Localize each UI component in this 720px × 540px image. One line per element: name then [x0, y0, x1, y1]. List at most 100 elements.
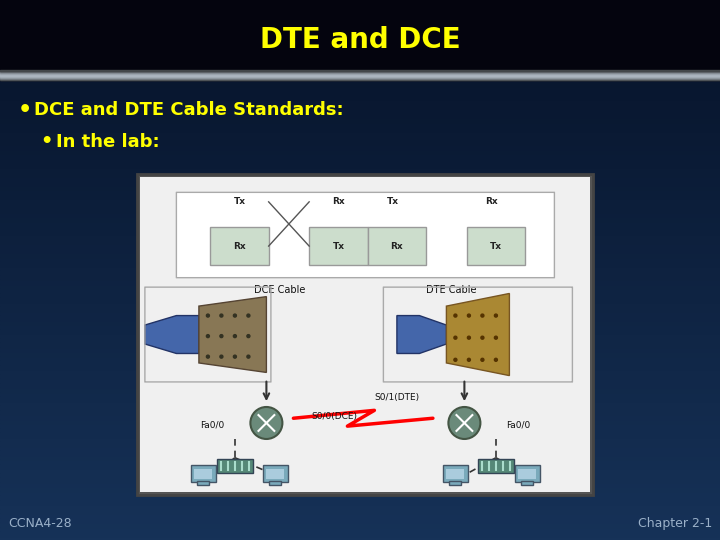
Circle shape: [220, 314, 223, 317]
Bar: [0, 131, 720, 135]
FancyBboxPatch shape: [443, 465, 468, 482]
Bar: [0, 36, 720, 40]
Bar: [0, 328, 720, 333]
Circle shape: [207, 335, 210, 338]
Bar: [518, 469, 536, 478]
Circle shape: [207, 355, 210, 358]
Bar: [521, 481, 534, 484]
Bar: [0, 261, 720, 266]
Bar: [0, 378, 720, 382]
Bar: [0, 9, 720, 14]
Bar: [0, 63, 720, 68]
Bar: [0, 355, 720, 360]
FancyBboxPatch shape: [368, 227, 426, 265]
Circle shape: [207, 314, 210, 317]
Bar: [0, 31, 720, 36]
Text: DTE and DCE: DTE and DCE: [260, 26, 460, 54]
Bar: [0, 306, 720, 310]
Bar: [0, 495, 720, 500]
Bar: [0, 432, 720, 436]
Bar: [0, 360, 720, 364]
Bar: [0, 392, 720, 396]
Bar: [0, 77, 720, 81]
Text: •: •: [18, 100, 32, 120]
FancyBboxPatch shape: [217, 458, 253, 472]
Bar: [0, 162, 720, 166]
FancyBboxPatch shape: [191, 465, 216, 482]
Text: Rx: Rx: [485, 197, 498, 206]
Bar: [0, 463, 720, 468]
Polygon shape: [199, 296, 266, 373]
Bar: [0, 230, 720, 234]
Bar: [0, 310, 720, 315]
Bar: [0, 207, 720, 212]
FancyBboxPatch shape: [478, 458, 514, 472]
Bar: [0, 225, 720, 229]
Circle shape: [467, 314, 470, 317]
Bar: [0, 423, 720, 428]
Text: S0/1(DTE): S0/1(DTE): [374, 393, 420, 402]
Text: Rx: Rx: [390, 241, 403, 251]
Bar: [0, 455, 720, 459]
Bar: [0, 40, 720, 45]
Bar: [0, 531, 720, 536]
FancyBboxPatch shape: [263, 465, 288, 482]
Bar: [0, 446, 720, 450]
Circle shape: [467, 359, 470, 361]
Bar: [0, 23, 720, 27]
Bar: [0, 58, 720, 63]
Text: Tx: Tx: [233, 197, 246, 206]
Bar: [0, 104, 720, 108]
Bar: [0, 504, 720, 509]
Bar: [0, 122, 720, 126]
Bar: [0, 139, 720, 144]
Circle shape: [454, 336, 457, 339]
Circle shape: [495, 336, 498, 339]
Bar: [0, 176, 720, 180]
Bar: [0, 0, 720, 4]
Bar: [449, 481, 462, 484]
Bar: [0, 315, 720, 320]
Circle shape: [495, 314, 498, 317]
Bar: [0, 459, 720, 463]
Bar: [0, 270, 720, 274]
Text: DCE Cable: DCE Cable: [254, 285, 305, 295]
Circle shape: [247, 355, 250, 358]
Text: Rx: Rx: [233, 241, 246, 251]
Circle shape: [247, 314, 250, 317]
Bar: [0, 45, 720, 50]
Bar: [138, 173, 593, 496]
Bar: [0, 522, 720, 526]
Circle shape: [481, 314, 484, 317]
Bar: [0, 351, 720, 355]
Bar: [0, 18, 720, 23]
Bar: [0, 117, 720, 122]
Text: Fa0/0: Fa0/0: [200, 420, 225, 429]
Bar: [0, 256, 720, 261]
Bar: [0, 135, 720, 139]
Bar: [0, 81, 720, 85]
Bar: [0, 428, 720, 432]
Bar: [0, 99, 720, 104]
Text: Tx: Tx: [490, 241, 502, 251]
Bar: [0, 500, 720, 504]
Circle shape: [454, 359, 457, 361]
Bar: [0, 14, 720, 18]
Text: •: •: [40, 132, 53, 151]
Bar: [0, 297, 720, 301]
Bar: [0, 216, 720, 220]
Bar: [0, 333, 720, 338]
Bar: [0, 158, 720, 162]
Bar: [0, 342, 720, 347]
Text: Tx: Tx: [333, 241, 344, 251]
Circle shape: [247, 335, 250, 338]
Bar: [0, 189, 720, 193]
Bar: [140, 177, 590, 492]
Text: Chapter 2-1: Chapter 2-1: [638, 517, 712, 530]
Circle shape: [481, 359, 484, 361]
Bar: [0, 193, 720, 198]
Bar: [0, 239, 720, 243]
FancyBboxPatch shape: [210, 227, 269, 265]
Bar: [0, 72, 720, 77]
Bar: [0, 234, 720, 239]
